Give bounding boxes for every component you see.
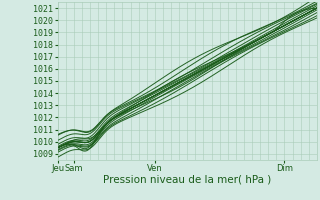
X-axis label: Pression niveau de la mer( hPa ): Pression niveau de la mer( hPa ) [103, 175, 271, 185]
